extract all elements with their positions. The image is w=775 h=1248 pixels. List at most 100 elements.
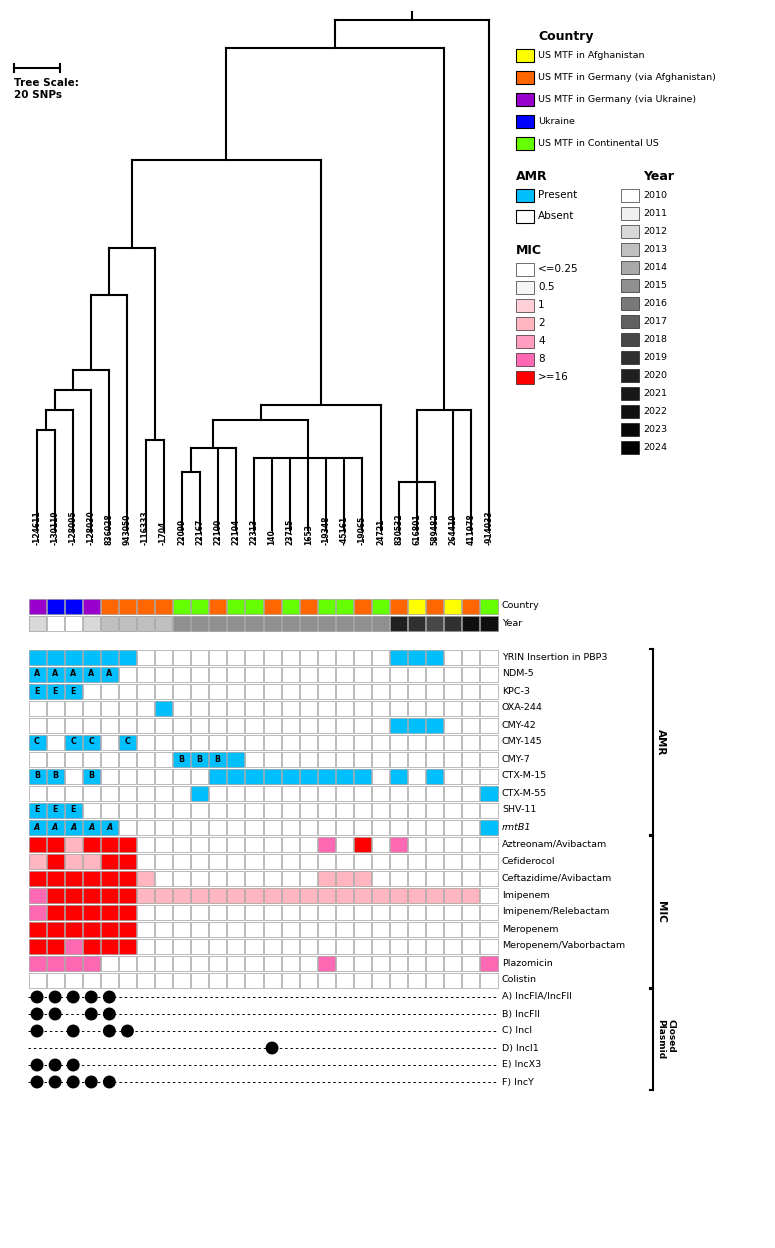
Bar <box>83 973 100 988</box>
Text: AMR: AMR <box>656 729 666 755</box>
Bar <box>318 666 335 681</box>
Bar <box>29 701 46 716</box>
Text: 4: 4 <box>538 336 545 346</box>
Text: 22099: 22099 <box>177 519 186 545</box>
Bar <box>137 650 154 665</box>
Bar <box>516 94 534 106</box>
Text: -128030: -128030 <box>87 510 96 545</box>
Bar <box>29 922 46 937</box>
Bar <box>444 956 461 971</box>
Bar <box>173 922 190 937</box>
Bar <box>281 854 298 869</box>
Bar <box>46 905 64 920</box>
Text: 2012: 2012 <box>643 226 667 236</box>
Bar <box>264 684 281 699</box>
Bar <box>246 617 263 631</box>
Bar <box>119 837 136 852</box>
Text: US MTF in Afghanistan: US MTF in Afghanistan <box>538 50 645 60</box>
Bar <box>372 871 389 886</box>
Bar <box>426 617 443 631</box>
Bar <box>101 802 118 817</box>
Text: MIC: MIC <box>656 901 666 924</box>
Bar <box>173 905 190 920</box>
Text: rmtB1: rmtB1 <box>502 822 532 831</box>
Bar <box>281 701 298 716</box>
Bar <box>155 753 172 768</box>
Text: D) IncI1: D) IncI1 <box>502 1043 539 1052</box>
Bar <box>64 718 81 733</box>
Bar <box>390 701 407 716</box>
Bar <box>227 684 244 699</box>
Bar <box>173 889 190 904</box>
Bar <box>621 207 639 220</box>
Circle shape <box>85 1008 97 1020</box>
Bar <box>318 871 335 886</box>
Bar <box>264 956 281 971</box>
Bar <box>29 735 46 750</box>
Bar <box>64 820 81 835</box>
Bar <box>621 280 639 292</box>
Bar <box>463 820 480 835</box>
Bar <box>227 769 244 784</box>
Bar <box>227 854 244 869</box>
Bar <box>137 854 154 869</box>
Bar <box>426 735 443 750</box>
Bar <box>246 956 263 971</box>
Bar <box>119 854 136 869</box>
Bar <box>354 684 371 699</box>
Text: B: B <box>34 771 40 780</box>
Bar <box>173 854 190 869</box>
Bar <box>408 617 425 631</box>
Text: 2018: 2018 <box>643 334 667 343</box>
Bar <box>336 837 353 852</box>
Bar <box>621 188 639 202</box>
Bar <box>101 769 118 784</box>
Circle shape <box>67 1076 79 1088</box>
Bar <box>480 769 498 784</box>
Bar <box>137 769 154 784</box>
Bar <box>191 889 208 904</box>
Bar <box>408 701 425 716</box>
Text: A: A <box>34 822 40 831</box>
Text: 2014: 2014 <box>643 262 667 272</box>
Bar <box>191 938 208 953</box>
Bar <box>621 369 639 382</box>
Bar <box>621 225 639 238</box>
Text: NDM-5: NDM-5 <box>502 669 534 679</box>
Bar <box>318 802 335 817</box>
Bar <box>372 802 389 817</box>
Bar <box>318 820 335 835</box>
Bar <box>155 786 172 801</box>
Text: 2013: 2013 <box>643 245 667 253</box>
Bar <box>137 837 154 852</box>
Bar <box>246 599 263 614</box>
Bar <box>191 753 208 768</box>
Bar <box>191 820 208 835</box>
Text: B: B <box>197 755 203 764</box>
Bar <box>155 769 172 784</box>
Text: 22100: 22100 <box>213 519 222 545</box>
Circle shape <box>267 1042 277 1053</box>
Text: 20 SNPs: 20 SNPs <box>14 90 62 100</box>
Bar <box>390 769 407 784</box>
Bar <box>408 599 425 614</box>
Bar <box>137 956 154 971</box>
Bar <box>264 617 281 631</box>
Bar <box>621 406 639 418</box>
Bar <box>281 786 298 801</box>
Bar <box>264 905 281 920</box>
Circle shape <box>67 991 79 1002</box>
Bar <box>64 617 81 631</box>
Text: 22313: 22313 <box>250 519 258 545</box>
Bar <box>119 769 136 784</box>
Bar <box>621 423 639 436</box>
Bar <box>463 905 480 920</box>
Text: >=16: >=16 <box>538 372 569 382</box>
Bar <box>191 617 208 631</box>
Bar <box>119 599 136 614</box>
Bar <box>444 769 461 784</box>
Bar <box>155 905 172 920</box>
Bar <box>300 820 317 835</box>
Bar <box>354 820 371 835</box>
Bar <box>209 599 226 614</box>
